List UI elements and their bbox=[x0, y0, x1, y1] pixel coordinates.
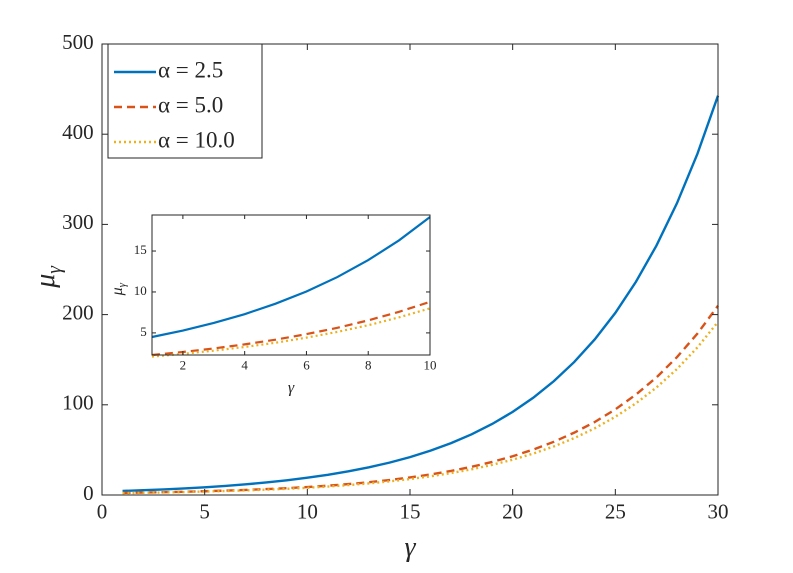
y-axis-label-sub: γ bbox=[44, 265, 65, 274]
series-line bbox=[151, 216, 431, 339]
x-tick-label: 5 bbox=[199, 500, 210, 524]
y-axis-label-main: μ bbox=[109, 287, 126, 296]
series-line bbox=[122, 95, 720, 493]
legend-label: α = 10.0 bbox=[158, 127, 235, 152]
y-axis-label-sub: γ bbox=[117, 282, 129, 287]
legend-label: α = 2.5 bbox=[158, 57, 223, 82]
x-tick-label: 10 bbox=[424, 358, 437, 373]
series-line bbox=[151, 300, 431, 357]
axes-box bbox=[151, 214, 431, 356]
series-line bbox=[151, 307, 431, 358]
y-tick-label: 5 bbox=[140, 324, 147, 339]
x-tick-label: 6 bbox=[303, 358, 310, 373]
y-tick-label: 300 bbox=[62, 210, 94, 234]
y-tick-label: 400 bbox=[62, 120, 94, 144]
y-tick-label: 200 bbox=[62, 300, 94, 324]
x-tick-label: 10 bbox=[297, 500, 318, 524]
legend-label: α = 5.0 bbox=[158, 92, 223, 117]
x-tick-label: 15 bbox=[400, 500, 421, 524]
y-tick-label: 100 bbox=[62, 391, 94, 415]
x-tick-label: 8 bbox=[365, 358, 372, 373]
x-tick-label: 25 bbox=[605, 500, 626, 524]
inset-background bbox=[152, 215, 430, 355]
x-tick-label: 2 bbox=[180, 358, 187, 373]
x-axis-label: γ bbox=[404, 532, 416, 563]
y-axis-label: μγ bbox=[30, 265, 65, 289]
legend-box bbox=[107, 43, 263, 159]
x-tick-label: 30 bbox=[708, 500, 729, 524]
series-line bbox=[122, 305, 719, 495]
y-tick-label: 0 bbox=[83, 481, 94, 505]
x-tick-label: 0 bbox=[97, 500, 108, 524]
y-tick-label: 10 bbox=[134, 283, 147, 298]
y-axis-label-main: μ bbox=[30, 274, 61, 289]
y-axis-label: μγ bbox=[109, 282, 129, 296]
x-tick-label: 4 bbox=[241, 358, 248, 373]
x-axis-label: γ bbox=[288, 379, 295, 396]
y-tick-label: 15 bbox=[134, 242, 147, 257]
x-tick-label: 20 bbox=[502, 500, 523, 524]
y-tick-label: 500 bbox=[62, 30, 94, 54]
